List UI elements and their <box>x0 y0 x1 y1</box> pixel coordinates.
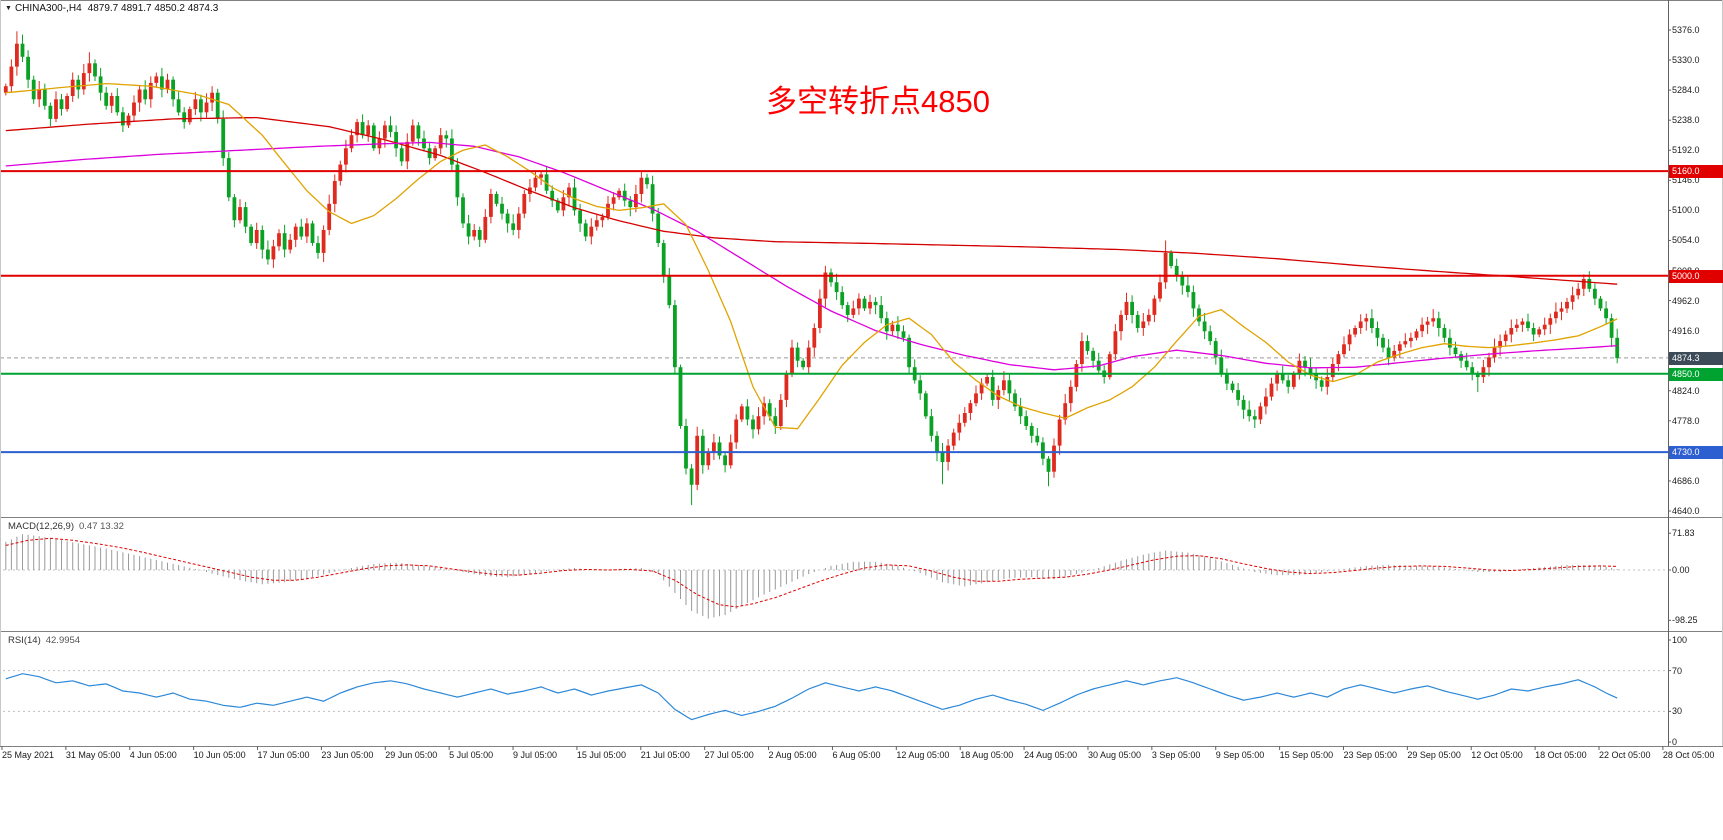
price-tick-label: 5376.0 <box>1672 25 1700 35</box>
macd-tick-label: 71.83 <box>1672 528 1695 539</box>
date-label: 28 Oct 05:00 <box>1662 750 1715 760</box>
price-tick-label: 4778.0 <box>1672 415 1700 426</box>
date-label: 15 Sep 05:00 <box>1279 750 1334 760</box>
date-label: 18 Aug 05:00 <box>960 750 1014 760</box>
rsi-tick-label: 100 <box>1672 635 1688 645</box>
hline-price-tag: 5160.0 <box>1669 165 1723 179</box>
price-tick-label: 5192.0 <box>1672 145 1700 156</box>
horizontal-level-lines[interactable] <box>0 170 1668 454</box>
date-label: 17 Jun 05:00 <box>257 750 310 760</box>
chart-header: ▼ CHINA300-,H4 4879.7 4891.7 4850.2 4874.3 <box>5 3 218 14</box>
ma-slow <box>5 116 1618 285</box>
price-tick-label: 4686.0 <box>1672 475 1700 486</box>
rsi-tick-label: 30 <box>1672 706 1683 717</box>
date-label: 5 Jul 05:00 <box>449 750 494 760</box>
rsi-tick-label: 0 <box>1672 737 1678 747</box>
hline-price-tag: 4850.0 <box>1669 367 1723 381</box>
date-label: 3 Sep 05:00 <box>1151 750 1201 760</box>
date-label: 4 Jun 05:00 <box>129 750 177 760</box>
rsi-label: RSI(14) 42.9954 <box>8 635 80 646</box>
date-label: 6 Aug 05:00 <box>832 750 881 760</box>
date-label: 10 Jun 05:00 <box>193 750 246 760</box>
symbol-marker-icon[interactable]: ▼ <box>5 5 12 12</box>
macd-indicator-name: MACD(12,26,9) <box>8 521 74 532</box>
date-label: 12 Oct 05:00 <box>1471 750 1523 760</box>
annotation-text: 多空转折点4850 <box>766 84 990 119</box>
date-label: 24 Aug 05:00 <box>1024 750 1078 760</box>
price-tick-label: 4824.0 <box>1672 385 1700 396</box>
ohlc-values: 4879.7 4891.7 4850.2 4874.3 <box>87 3 219 14</box>
price-tick-label: 5330.0 <box>1672 55 1700 66</box>
price-tick-label: 5238.0 <box>1672 115 1700 126</box>
date-label: 22 Oct 05:00 <box>1599 750 1651 760</box>
price-axis[interactable]: 5376.0 5330.0 5284.0 5238.0 5192.0 5146.0 5100… <box>1669 0 1723 747</box>
macd-values: 0.47 13.32 <box>79 521 124 532</box>
hline-price-tag: 5000.0 <box>1669 269 1723 283</box>
date-label: 12 Aug 05:00 <box>896 750 950 760</box>
price-tick-label: 5100.0 <box>1672 205 1700 216</box>
date-label: 15 Jul 05:00 <box>576 750 626 760</box>
price-tick-label: 5054.0 <box>1672 235 1700 246</box>
macd-tick-label: 0.00 <box>1672 565 1690 575</box>
current-price-tag: 4874.3 <box>1669 351 1723 365</box>
date-label: 30 Aug 05:00 <box>1087 750 1142 760</box>
price-tick-label: 4916.0 <box>1672 325 1700 336</box>
date-label: 9 Sep 05:00 <box>1215 750 1265 760</box>
macd-signal-line <box>5 537 1618 608</box>
date-label: 31 May 05:00 <box>65 750 121 760</box>
macd-histogram <box>5 534 1618 619</box>
date-label: 29 Jun 05:00 <box>385 750 438 760</box>
axis-ticks <box>1 29 1671 750</box>
hline-price-tag: 4730.0 <box>1669 446 1723 460</box>
ma-mid <box>5 141 1618 371</box>
grid-lines <box>3 569 1668 712</box>
date-label: 27 Jul 05:00 <box>704 750 754 760</box>
date-label: 18 Oct 05:00 <box>1535 750 1587 760</box>
date-label: 2 Aug 05:00 <box>768 750 817 760</box>
rsi-indicator-name: RSI(14) <box>8 635 41 646</box>
ma-fast <box>5 82 1618 430</box>
macd-tick-label: -98.25 <box>1672 615 1698 626</box>
moving-average-lines <box>5 82 1618 430</box>
date-label: 29 Sep 05:00 <box>1407 750 1461 760</box>
date-label: 23 Sep 05:00 <box>1343 750 1398 760</box>
time-axis[interactable]: 25 May 2021 31 May 05:00 4 Jun 05:00 10 Jun… <box>0 748 1723 764</box>
price-tick-label: 5284.0 <box>1672 85 1700 96</box>
macd-signal <box>5 537 1618 608</box>
date-label: 21 Jul 05:00 <box>640 750 690 760</box>
rsi-value: 42.9954 <box>45 635 81 646</box>
date-label: 23 Jun 05:00 <box>321 750 374 760</box>
price-tick-label: 4640.0 <box>1672 506 1700 516</box>
rsi-line <box>5 673 1618 721</box>
macd-label: MACD(12,26,9) 0.47 13.32 <box>8 521 124 532</box>
symbol-period-label: CHINA300-,H4 <box>14 3 82 14</box>
date-label: 25 May 2021 <box>2 750 55 760</box>
price-tick-label: 4962.0 <box>1672 295 1700 306</box>
chart-canvas[interactable] <box>0 0 1723 766</box>
rsi-tick-label: 70 <box>1672 665 1683 676</box>
date-label: 9 Jul 05:00 <box>513 750 558 760</box>
price-tick-label: 5146.0 <box>1672 175 1700 186</box>
rsi-line-layer <box>5 673 1618 721</box>
pane-borders <box>0 0 1723 747</box>
